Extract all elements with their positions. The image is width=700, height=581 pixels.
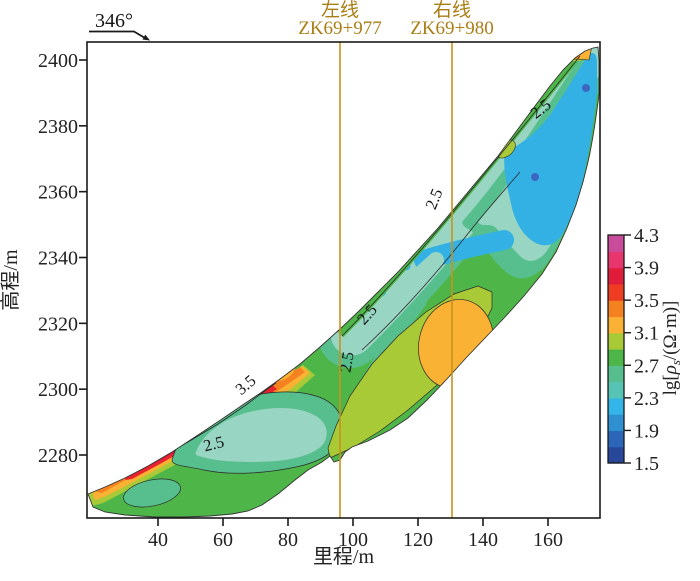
colorbar-tick-label: 3.1 — [634, 323, 659, 345]
x-tick-label: 80 — [278, 529, 298, 551]
bearing-arrow-line — [89, 30, 146, 39]
x-tick-label: 60 — [213, 529, 233, 551]
colorbar-band — [608, 397, 624, 415]
y-tick-label: 2360 — [38, 182, 78, 204]
colorbar-band — [608, 251, 624, 269]
survey-line-name: 右线 — [433, 0, 471, 21]
survey-line-station: ZK69+980 — [410, 18, 494, 39]
colorbar-band — [608, 283, 624, 301]
north-arrow: 346° — [89, 10, 150, 41]
zone-magenta-spot — [210, 404, 216, 410]
y-tick-label: 2340 — [38, 248, 78, 270]
colorbar-tick-label: 3.9 — [634, 258, 659, 280]
y-axis-title: 高程/m — [0, 249, 22, 311]
colorbar-border — [607, 234, 625, 464]
colorbar-tick-label: 1.9 — [634, 420, 659, 442]
colorbar-band — [608, 381, 624, 399]
bearing-arrowhead-icon — [142, 34, 150, 41]
colorbar-band — [608, 414, 624, 432]
x-tick-label: 160 — [533, 529, 563, 551]
plot-frame — [86, 41, 601, 519]
y-tick-label: 2280 — [38, 445, 78, 467]
contour-line-2.5-upper — [341, 55, 581, 337]
colorbar-tick-label: 1.5 — [634, 453, 659, 475]
colorbar-band — [608, 267, 624, 285]
x-tick-label: 140 — [468, 529, 498, 551]
x-tick-label: 40 — [148, 529, 168, 551]
survey-line-station: ZK69+977 — [298, 18, 382, 39]
contour-label: 2.5 — [335, 350, 357, 374]
contour-line-2.5-lower — [361, 171, 521, 351]
y-tick-label: 2400 — [38, 50, 78, 72]
contour-label: 3.5 — [231, 371, 259, 399]
contour-label: 2.5 — [421, 186, 446, 212]
mint-blob — [393, 273, 415, 295]
colorbar-tick-label: 3.5 — [634, 290, 659, 312]
colorbar: 1.5 1.9 2.3 2.7 3.1 3.5 3.9 4.3 lg[ρs/(Ω·m)] — [607, 225, 683, 475]
band-outline — [87, 46, 600, 518]
y-tick-label: 2380 — [38, 116, 78, 138]
colorbar-band — [608, 349, 624, 366]
y-tick-label: 2320 — [38, 313, 78, 335]
colorbar-band — [608, 300, 624, 318]
x-tick-label: 100 — [338, 529, 368, 551]
cyan-lobe — [504, 53, 597, 246]
blue-dot-2 — [582, 84, 590, 92]
section-band — [88, 47, 599, 517]
colorbar-tick-label: 4.3 — [634, 225, 659, 247]
colorbar-band — [608, 332, 624, 350]
x-axis: 40 60 80 100 120 140 160 — [148, 518, 563, 551]
colorbar-band — [608, 235, 624, 252]
colorbar-band — [608, 365, 624, 383]
blue-dot-1 — [531, 173, 539, 181]
contour-label: 2.5 — [201, 432, 226, 455]
colorbar-tick-label: 2.3 — [634, 388, 659, 410]
x-tick-label: 120 — [403, 529, 433, 551]
pocket-mid-mint — [195, 408, 327, 462]
y-tick-label: 2300 — [38, 379, 78, 401]
survey-line-name: 左线 — [321, 0, 359, 21]
x-axis-title: 里程/m — [313, 545, 375, 568]
pocket-tip-seagreen — [123, 478, 181, 508]
y-axis: 2280 2300 2320 2340 2360 2380 2400 — [38, 50, 87, 467]
colorbar-band — [608, 316, 624, 334]
colorbar-tick-label: 2.7 — [634, 355, 659, 377]
colorbar-band — [608, 430, 624, 448]
colorbar-title: lg[ρs/(Ω·m)] — [660, 301, 683, 396]
bearing-label: 346° — [95, 10, 133, 32]
colorbar-band — [608, 446, 624, 464]
